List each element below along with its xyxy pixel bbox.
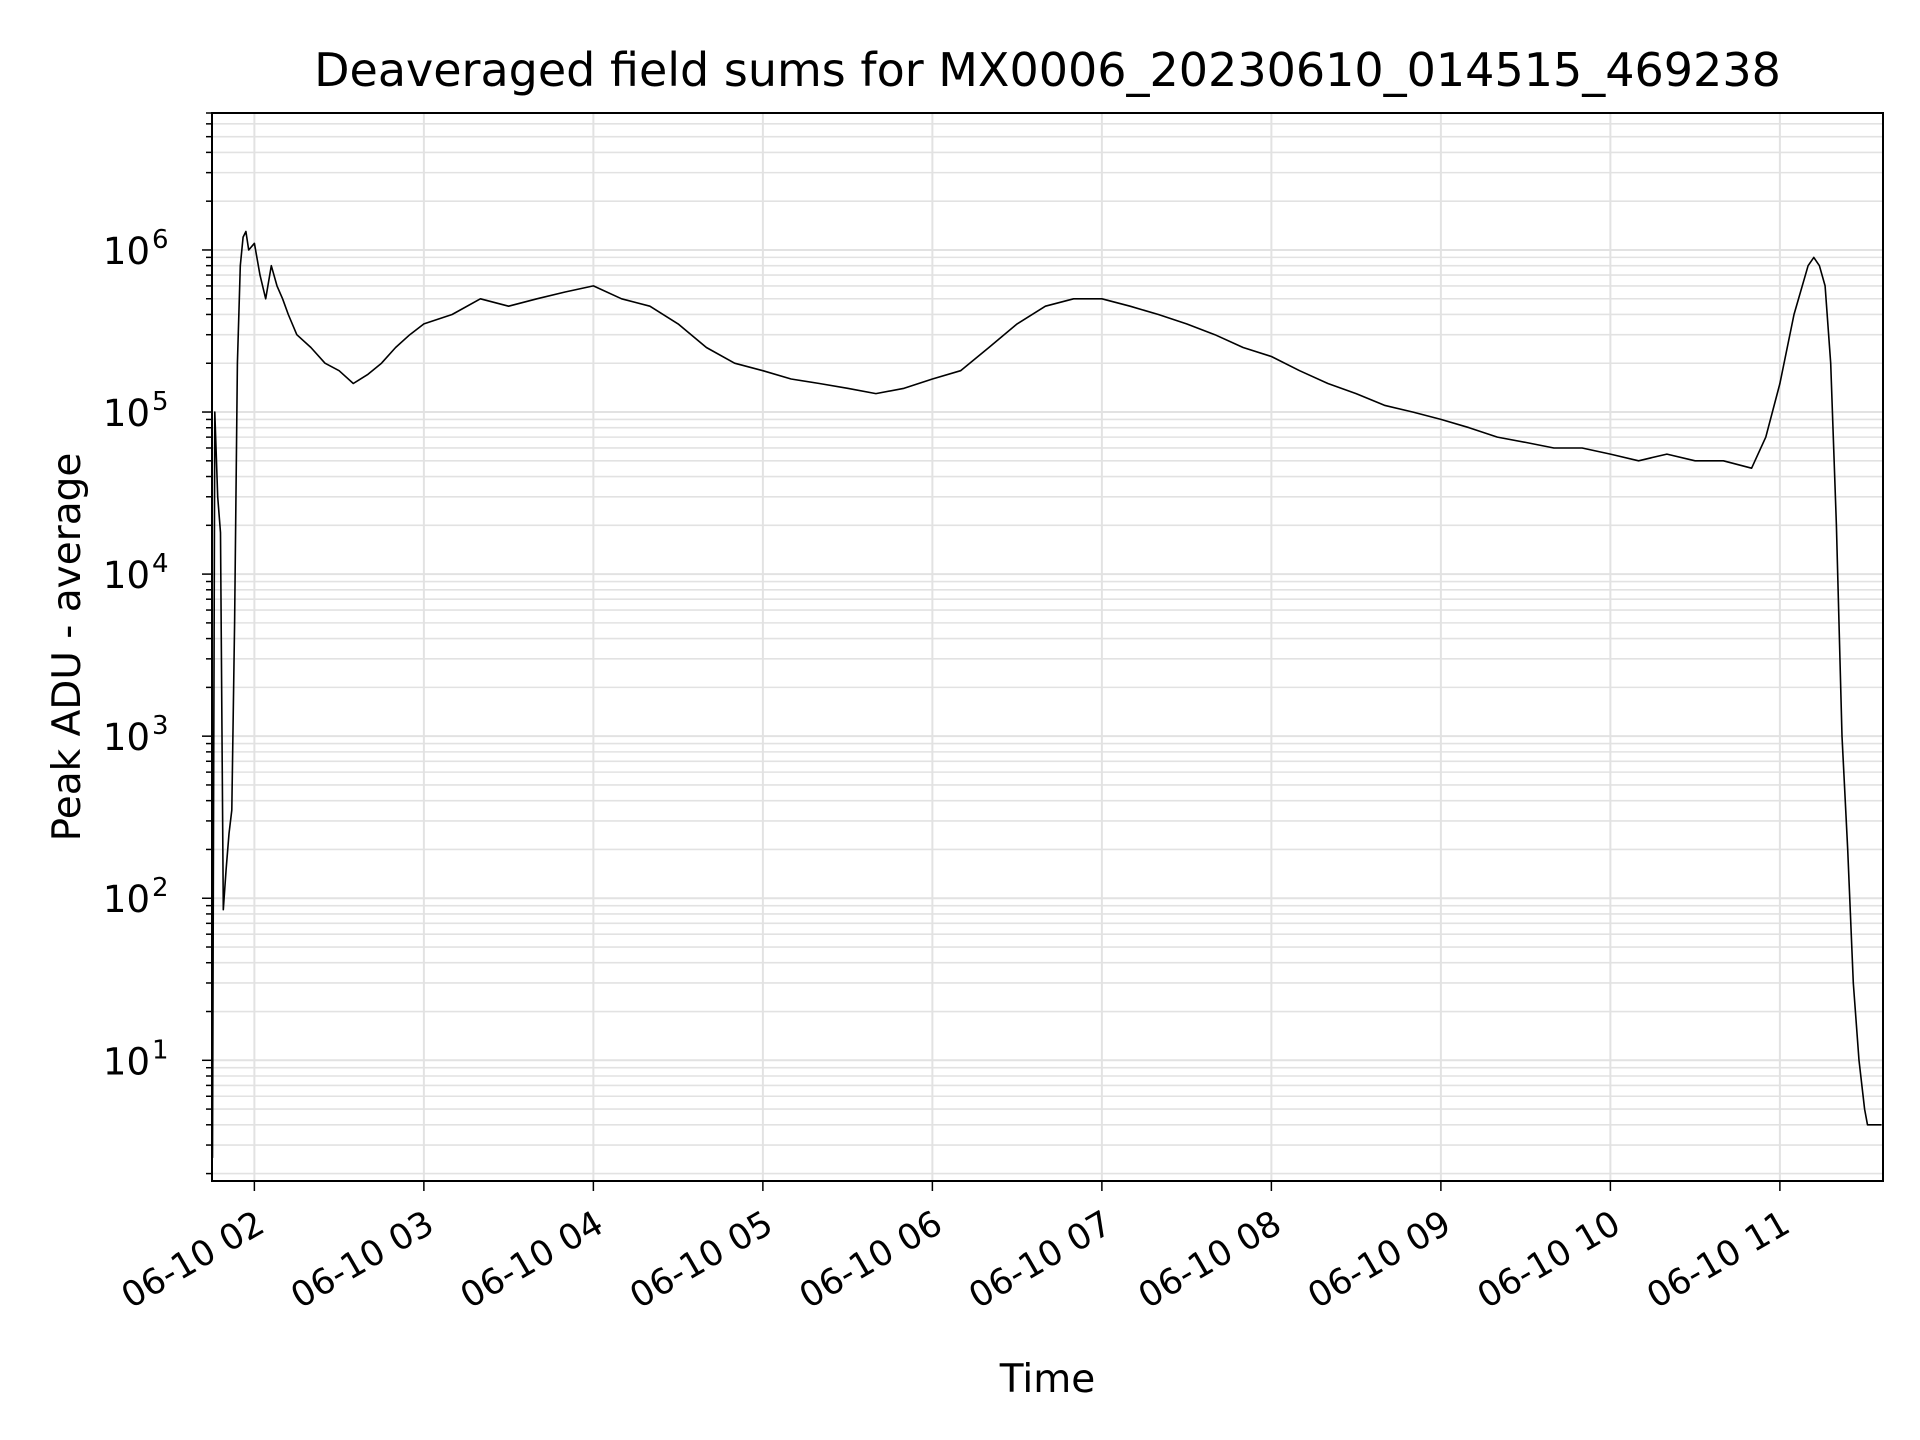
y-tick-exponent: 2 bbox=[152, 873, 169, 903]
y-tick-exponent: 4 bbox=[152, 549, 169, 579]
y-tick-label: 10 bbox=[103, 392, 150, 435]
data-layer bbox=[211, 230, 1882, 1158]
y-axis-label: Peak ADU - average bbox=[45, 453, 90, 842]
chart-title: Deaveraged field sums for MX0006_2023061… bbox=[314, 43, 1781, 97]
plot-frame bbox=[211, 112, 1884, 1182]
y-tick-exponent: 6 bbox=[152, 225, 169, 255]
y-tick-exponent: 1 bbox=[152, 1035, 169, 1065]
x-axis-label: Time bbox=[999, 1357, 1095, 1402]
y-tick-label: 10 bbox=[103, 716, 150, 759]
y-tick-label: 10 bbox=[103, 878, 150, 921]
series-line bbox=[211, 230, 1882, 1158]
y-tick-label: 10 bbox=[103, 230, 150, 273]
y-tick-label: 10 bbox=[103, 1040, 150, 1083]
y-tick-label: 10 bbox=[103, 554, 150, 597]
y-tick-exponent: 3 bbox=[152, 711, 169, 741]
grid bbox=[212, 112, 1883, 1181]
y-tick-exponent: 5 bbox=[152, 387, 169, 417]
